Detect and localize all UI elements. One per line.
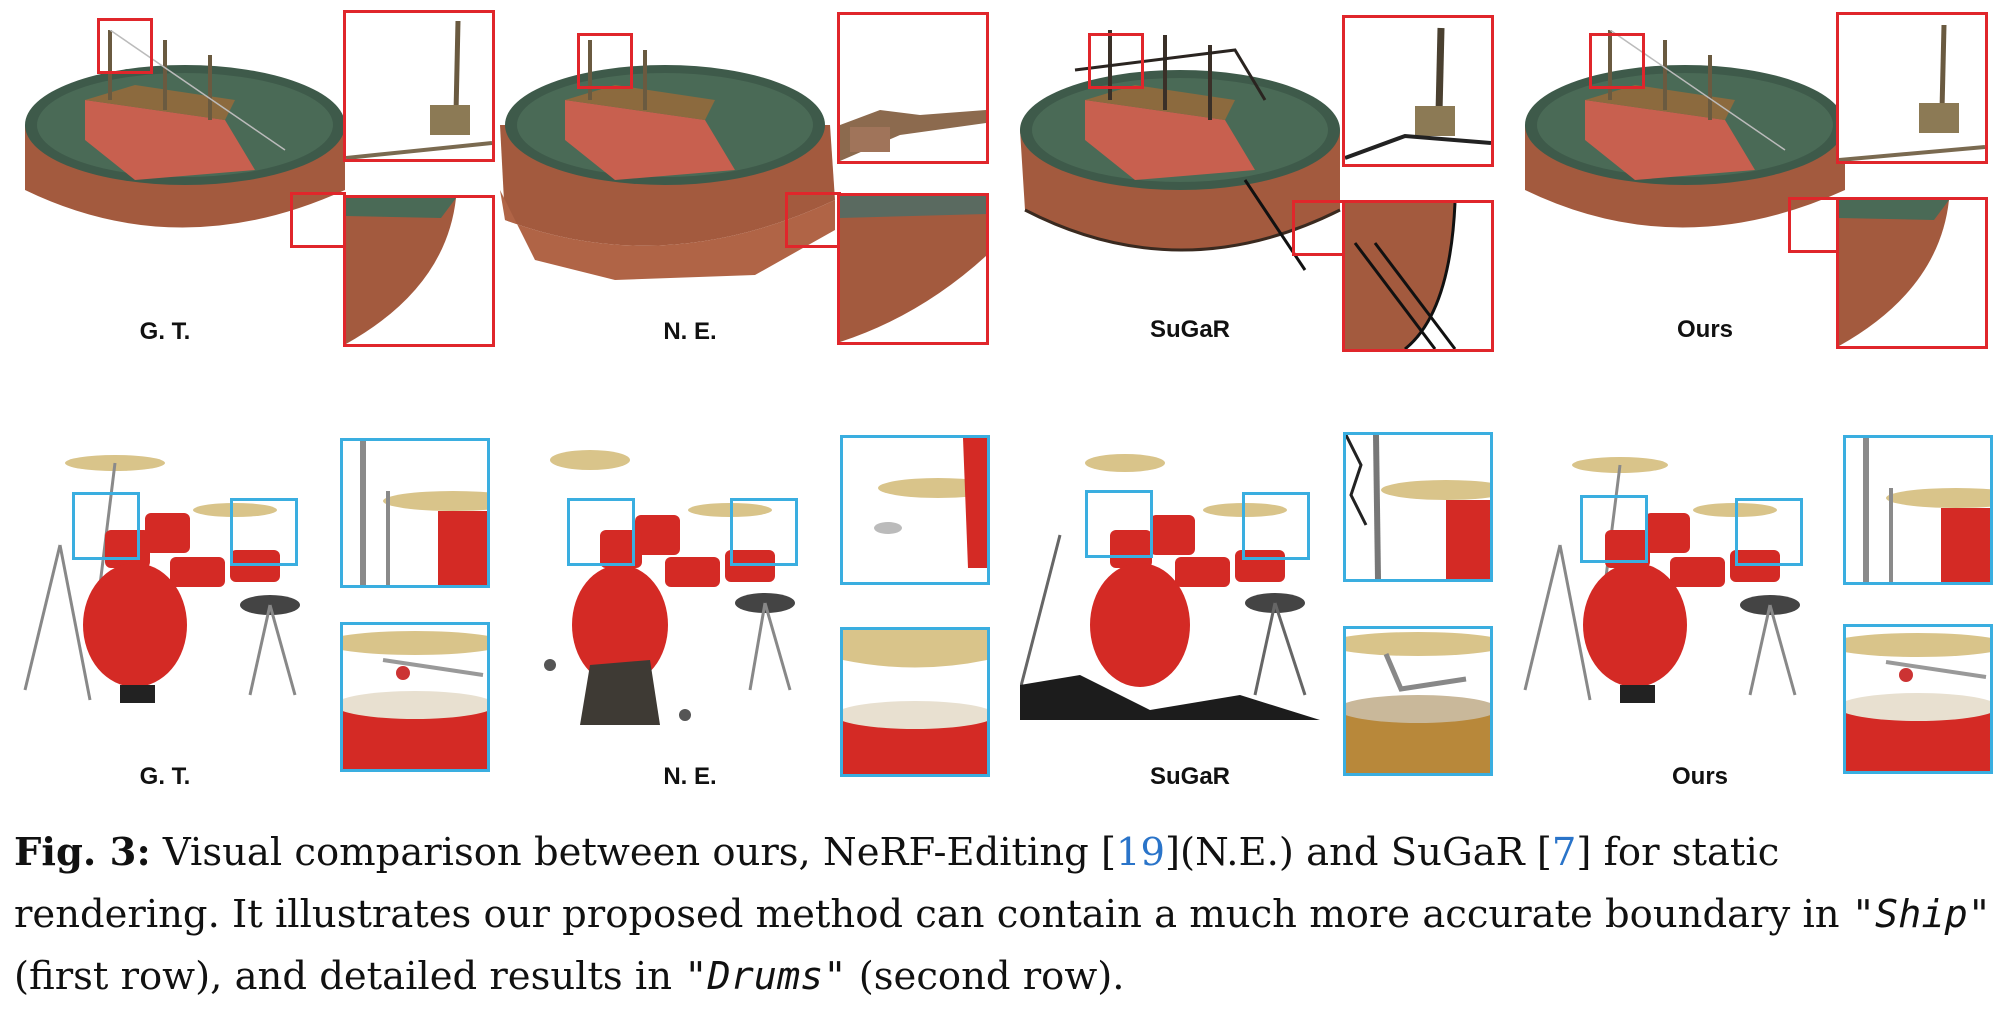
drums-panel-ours: Ours <box>1505 420 2005 800</box>
panel-label: Ours <box>1676 316 1733 343</box>
caption-text: Visual comparison between ours, NeRF-Edi… <box>150 830 1117 875</box>
ship-render-sugar <box>1020 30 1341 271</box>
ship-roi-top-ne <box>577 33 633 89</box>
drums-zoom-top-ne <box>840 435 990 585</box>
caption-text: (second row). <box>846 954 1125 999</box>
drums-roi-top-left-sugar <box>1085 490 1153 558</box>
drums-render-gt <box>23 455 300 703</box>
panel-label: N. E. <box>663 318 717 345</box>
panel-label: SuGaR <box>1149 763 1230 790</box>
ship-panel-ours: Ours <box>1505 0 2005 349</box>
panel-label: Ours <box>1671 763 1728 790</box>
drums-render-sugar <box>1020 454 1320 720</box>
drums-roi-top-right-ours <box>1735 498 1803 566</box>
caption-text: ](N.E.) and SuGaR [ <box>1165 830 1552 875</box>
drums-render-ours <box>1523 457 1800 703</box>
panel-label: SuGaR <box>1149 316 1230 343</box>
ship-render-gt <box>25 30 345 228</box>
ship-render-ours <box>1525 30 1845 228</box>
drums-panel-sugar: SuGaR <box>1010 420 1510 800</box>
drums-roi-top-left-ours <box>1580 495 1648 563</box>
drums-zoom-top-sugar <box>1343 432 1493 582</box>
drums-roi-top-right-ne <box>730 498 798 566</box>
ship-panel-ne: N. E. <box>495 0 995 345</box>
ship-roi-top-gt <box>97 18 153 74</box>
citation-link[interactable]: 7 <box>1551 830 1577 875</box>
drums-zoom-top-ours <box>1843 435 1993 585</box>
panel-label: G. T. <box>139 763 191 790</box>
drums-roi-top-right-sugar <box>1242 492 1310 560</box>
drums-zoom-bottom-ne <box>840 627 990 777</box>
drums-roi-top-right-gt <box>230 498 298 566</box>
ship-roi-bottom-ne <box>785 192 841 248</box>
drums-zoom-bottom-sugar <box>1343 626 1493 776</box>
drums-zoom-bottom-ours <box>1843 624 1993 774</box>
panel-label: G. T. <box>139 318 191 345</box>
panel-label: N. E. <box>663 763 717 790</box>
ship-zoom-bottom-ours <box>1836 197 1988 349</box>
ship-zoom-bottom-sugar <box>1342 200 1494 352</box>
ship-panel-gt: G. T. <box>0 0 500 347</box>
figure-caption: Fig. 3: Visual comparison between ours, … <box>14 822 1994 1008</box>
ship-zoom-top-ours <box>1836 12 1988 164</box>
ship-zoom-bottom-gt <box>343 195 495 347</box>
ship-zoom-top-sugar <box>1342 15 1494 167</box>
scene-name: "Drums" <box>684 954 847 999</box>
scene-name: "Ship" <box>1851 892 1991 937</box>
ship-roi-top-sugar <box>1088 33 1144 89</box>
drums-panel-gt: G. T. <box>0 420 500 800</box>
citation-link[interactable]: 19 <box>1116 830 1166 875</box>
caption-text: (first row), and detailed results in <box>14 954 685 999</box>
drums-roi-top-left-gt <box>72 492 140 560</box>
figure-number: Fig. 3: <box>14 830 151 875</box>
ship-roi-bottom-gt <box>290 192 346 248</box>
drums-zoom-top-gt <box>340 438 490 588</box>
drums-zoom-bottom-gt <box>340 622 490 772</box>
ship-zoom-top-gt <box>343 10 495 162</box>
drums-render-ne <box>544 450 795 725</box>
ship-zoom-top-ne <box>837 12 989 164</box>
caption-text: ] for static rendering. It illustrates o… <box>14 830 1852 937</box>
ship-roi-bottom-sugar <box>1292 200 1348 256</box>
ship-zoom-bottom-ne <box>837 193 989 345</box>
drums-panel-ne: N. E. <box>495 420 995 800</box>
ship-roi-top-ours <box>1589 33 1645 89</box>
drums-roi-top-left-ne <box>567 498 635 566</box>
ship-panel-sugar: SuGaR <box>1010 0 1510 352</box>
ship-render-ne <box>500 40 835 280</box>
figure-3: G. T. N. E. <box>0 0 2005 800</box>
